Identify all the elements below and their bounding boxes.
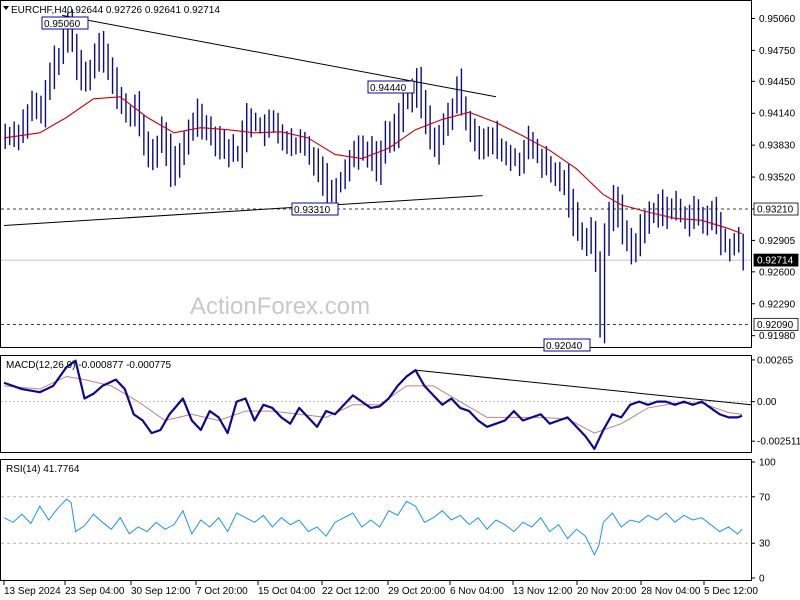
y-tick-label: 0.94750 xyxy=(759,46,796,57)
y-tick-label: 0.92600 xyxy=(759,267,796,278)
rsi-title: RSI(14) 41.7764 xyxy=(6,464,80,475)
rsi-y-tick-label: 30 xyxy=(759,539,771,550)
macd-title: MACD(12,26,9) -0.000877 -0.000775 xyxy=(6,360,172,371)
price-annotation-label: 0.93310 xyxy=(294,205,331,216)
y-tick-label: 0.92290 xyxy=(759,299,796,310)
price-annotation-box xyxy=(41,16,89,30)
rsi-y-tick-label: 70 xyxy=(759,492,771,503)
y-tick-label: 0.94450 xyxy=(759,77,796,88)
panel-frames xyxy=(0,0,752,581)
y-tick-label: 0.91980 xyxy=(759,331,796,342)
macd-signal-line xyxy=(3,375,743,434)
x-tick-label: 5 Dec 12:00 xyxy=(704,586,758,597)
price-annotation-label: 0.95060 xyxy=(44,19,81,30)
x-tick-label: 13 Sep 2024 xyxy=(4,586,61,597)
price-level-tag-label: 0.92090 xyxy=(757,320,794,331)
price-level-tag-label: 0.92714 xyxy=(757,256,794,267)
macd-y-tick-label: -0.002511 xyxy=(757,437,800,448)
trendline xyxy=(62,14,497,98)
dropdown-triangle-icon[interactable] xyxy=(3,6,9,10)
price-level-tag xyxy=(753,317,799,331)
x-tick-label: 20 Nov 20:00 xyxy=(577,586,637,597)
x-tick-label: 29 Oct 20:00 xyxy=(388,586,446,597)
price-panel: 0.95060 0.94440 0.93310 0.92040 xyxy=(1,9,751,352)
price-level-tag xyxy=(753,202,799,216)
macd-y-tick-label: 0.00265 xyxy=(757,355,794,366)
x-tick-label: 30 Sep 12:00 xyxy=(131,586,191,597)
price-level-tag-label: 0.93210 xyxy=(757,205,794,216)
price-annotation-label: 0.94440 xyxy=(370,83,407,94)
watermark: ActionForex.com xyxy=(190,293,370,320)
rsi-y-tick-label: 0 xyxy=(759,574,765,585)
macd-panel-frame xyxy=(0,355,752,453)
y-tick-label: 0.93830 xyxy=(759,141,796,152)
y-tick-label: 0.94140 xyxy=(759,109,796,120)
x-tick-label: 28 Nov 04:00 xyxy=(641,586,701,597)
y-tick-label: 0.93520 xyxy=(759,173,796,184)
price-annotation-label: 0.92040 xyxy=(546,341,583,352)
macd-panel xyxy=(1,359,752,450)
symbol-title: EURCHF,H4 xyxy=(11,5,68,16)
macd-trendline xyxy=(415,369,752,406)
rsi-line xyxy=(3,498,743,556)
x-tick-label: 6 Nov 04:00 xyxy=(450,586,504,597)
price-annotation-box xyxy=(367,80,415,94)
macd-y-tick-label: 0.00 xyxy=(757,397,777,408)
x-tick-label: 15 Oct 04:00 xyxy=(258,586,316,597)
rsi-y-tick-label: 100 xyxy=(759,458,776,469)
moving-average-line xyxy=(3,96,743,235)
x-tick-label: 22 Oct 12:00 xyxy=(322,586,380,597)
ohlc-values: 0.92644 0.92726 0.92641 0.92714 xyxy=(67,5,220,16)
price-panel-frame xyxy=(0,0,752,348)
x-tick-label: 13 Nov 12:00 xyxy=(513,586,573,597)
rsi-panel-frame xyxy=(0,459,752,581)
y-tick-label: 0.95060 xyxy=(759,14,796,25)
x-tick-label: 23 Sep 04:00 xyxy=(65,586,125,597)
price-header: EURCHF,H4 0.92644 0.92726 0.92641 0.9271… xyxy=(3,5,220,16)
price-bars xyxy=(4,9,744,344)
price-level-tag xyxy=(753,253,799,267)
trendline xyxy=(3,195,483,226)
axes: 0.95060 0.94750 0.94450 0.94140 0.93830 0.935… xyxy=(3,14,800,597)
price-annotation-box xyxy=(543,338,591,352)
x-tick-label: 7 Oct 20:00 xyxy=(196,586,248,597)
y-tick-label: 0.92905 xyxy=(759,236,796,247)
macd-line xyxy=(3,359,743,450)
rsi-panel xyxy=(1,496,751,556)
price-annotation-box xyxy=(291,202,339,216)
